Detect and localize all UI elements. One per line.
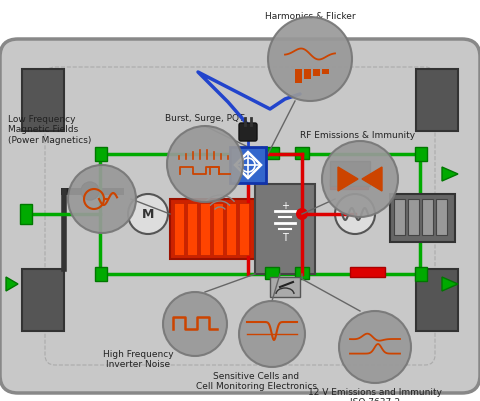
Bar (416, 269, 458, 331)
Text: M: M (142, 208, 154, 221)
Text: Low Frequency
Magnetic Fields
(Power Magnetics): Low Frequency Magnetic Fields (Power Mag… (8, 115, 91, 144)
Circle shape (335, 194, 375, 235)
Circle shape (68, 166, 136, 233)
Bar (187, 203, 197, 255)
Bar (436, 200, 447, 235)
Bar (255, 184, 315, 274)
Bar (170, 200, 255, 259)
Circle shape (239, 301, 305, 367)
Bar (200, 203, 210, 255)
Bar (226, 203, 236, 255)
Text: 12 V Emissions and Immunity
ISO 7637-2: 12 V Emissions and Immunity ISO 7637-2 (308, 387, 442, 401)
Bar (295, 70, 302, 84)
FancyBboxPatch shape (239, 124, 257, 142)
Text: Burst, Surge, PQT: Burst, Surge, PQT (165, 114, 244, 123)
Bar (95, 148, 107, 162)
Polygon shape (442, 277, 458, 291)
Text: +: + (281, 200, 289, 211)
Text: High Frequency
Inverter Noise: High Frequency Inverter Noise (103, 349, 173, 369)
Bar (295, 148, 309, 160)
Bar (22, 70, 64, 132)
Bar (239, 203, 249, 255)
Bar (394, 200, 405, 235)
Text: T: T (282, 233, 288, 242)
Bar (415, 267, 427, 281)
Circle shape (163, 292, 227, 356)
Bar (416, 70, 458, 132)
Circle shape (322, 142, 398, 217)
Circle shape (167, 127, 243, 203)
Bar (304, 70, 311, 80)
Bar (20, 205, 32, 225)
Circle shape (296, 209, 308, 221)
Bar (350, 267, 385, 277)
Circle shape (339, 311, 411, 383)
Text: Sensitive Cells and
Cell Monitoring Electronics: Sensitive Cells and Cell Monitoring Elec… (195, 371, 316, 391)
Bar (22, 269, 64, 331)
Polygon shape (338, 168, 358, 192)
Bar (270, 277, 300, 297)
Bar (313, 70, 320, 77)
Bar (174, 203, 184, 255)
FancyBboxPatch shape (0, 40, 480, 393)
Bar (322, 70, 329, 75)
Bar (422, 200, 433, 235)
Bar (330, 180, 368, 190)
Polygon shape (6, 277, 18, 291)
Circle shape (81, 182, 99, 200)
Text: RF Emissions & Immunity: RF Emissions & Immunity (300, 131, 415, 140)
Polygon shape (442, 168, 458, 182)
Bar (408, 200, 419, 235)
Bar (213, 203, 223, 255)
Bar (330, 162, 370, 186)
Bar (265, 148, 279, 160)
Circle shape (268, 18, 352, 102)
Bar (390, 194, 455, 242)
Bar (95, 267, 107, 281)
Text: Harmonics & Flicker: Harmonics & Flicker (264, 12, 355, 21)
Bar (265, 267, 279, 279)
Bar (415, 148, 427, 162)
Bar (295, 267, 309, 279)
Polygon shape (362, 168, 382, 192)
Bar (230, 148, 266, 184)
Circle shape (128, 194, 168, 235)
